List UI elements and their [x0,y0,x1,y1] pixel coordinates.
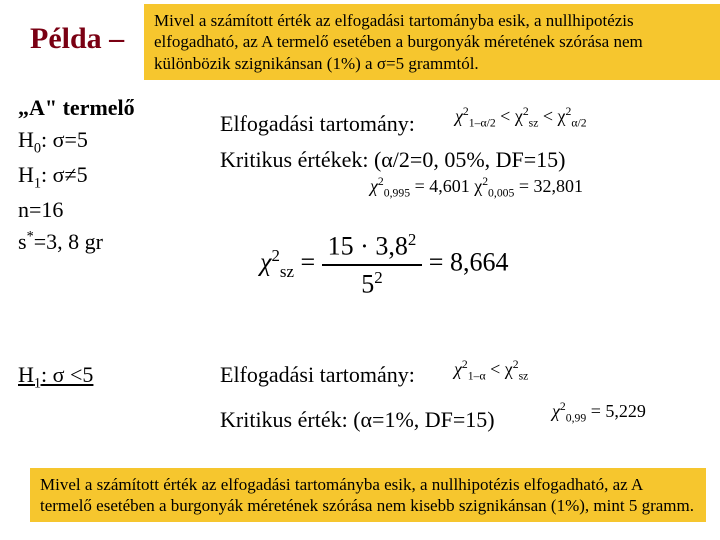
producer-label: „A" termelő [18,92,135,124]
h0-line: H0: σ=5 [18,124,135,159]
note-top: Mivel a számított érték az elfogadási ta… [144,4,720,80]
formula-acceptance-2: χ21–α < χ2sz [454,358,528,383]
s-line: s*=3, 8 gr [18,226,135,258]
formula-acceptance-1: χ21–α/2 < χ2sz < χ2α/2 [455,105,587,130]
slide: { "title": "Példa –", "note_top": "Mivel… [0,0,720,540]
acceptance-label-2: Elfogadási tartomány: [220,362,415,388]
h1-line: H1: σ≠5 [18,159,135,194]
critical-value-2: Kritikus érték: (α=1%, DF=15) [220,407,495,433]
formula-main: χ2sz = 15 · 3,82 52 = 8,664 [260,230,508,299]
formula-critical-2: χ20,99 = 5,229 [552,400,646,425]
h1-lower: H1: σ <5 [18,362,93,392]
critical-values-1: Kritikus értékek: (α/2=0, 05%, DF=15) [220,147,566,173]
formula-critical-numbers: χ20,995 = 4,601 χ20,005 = 32,801 [370,175,583,200]
left-column: „A" termelő H0: σ=5 H1: σ≠5 n=16 s*=3, 8… [18,92,135,258]
n-line: n=16 [18,194,135,226]
note-bottom: Mivel a számított érték az elfogadási ta… [30,468,706,523]
slide-title: Példa – [30,22,124,56]
